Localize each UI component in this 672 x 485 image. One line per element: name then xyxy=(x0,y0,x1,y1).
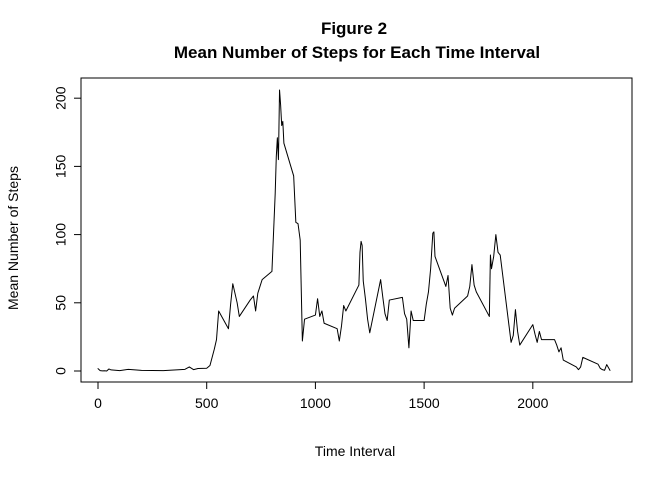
x-axis: 0 500 1000 1500 2000 xyxy=(94,381,549,411)
x-axis-label: Time Interval xyxy=(315,443,395,459)
y-tick-label: 200 xyxy=(53,86,69,110)
series-line-mean-steps xyxy=(97,89,611,372)
y-tick-label: 150 xyxy=(53,154,69,178)
chart-title-line-1: Figure 2 xyxy=(321,19,387,38)
data-layer xyxy=(97,89,611,372)
y-axis: 0 50 100 150 200 xyxy=(53,86,82,375)
y-tick-label: 50 xyxy=(53,295,69,311)
x-tick-label: 1500 xyxy=(409,395,440,411)
x-tick-label: 0 xyxy=(94,395,102,411)
x-tick-label: 500 xyxy=(195,395,219,411)
plot-frame xyxy=(80,77,633,383)
x-tick-label: 1000 xyxy=(300,395,331,411)
chart-title-line-2: Mean Number of Steps for Each Time Inter… xyxy=(174,43,540,62)
y-tick-label: 0 xyxy=(53,367,69,375)
y-tick-label: 100 xyxy=(53,223,69,247)
y-axis-label: Mean Number of Steps xyxy=(5,166,21,310)
x-tick-label: 2000 xyxy=(517,395,548,411)
